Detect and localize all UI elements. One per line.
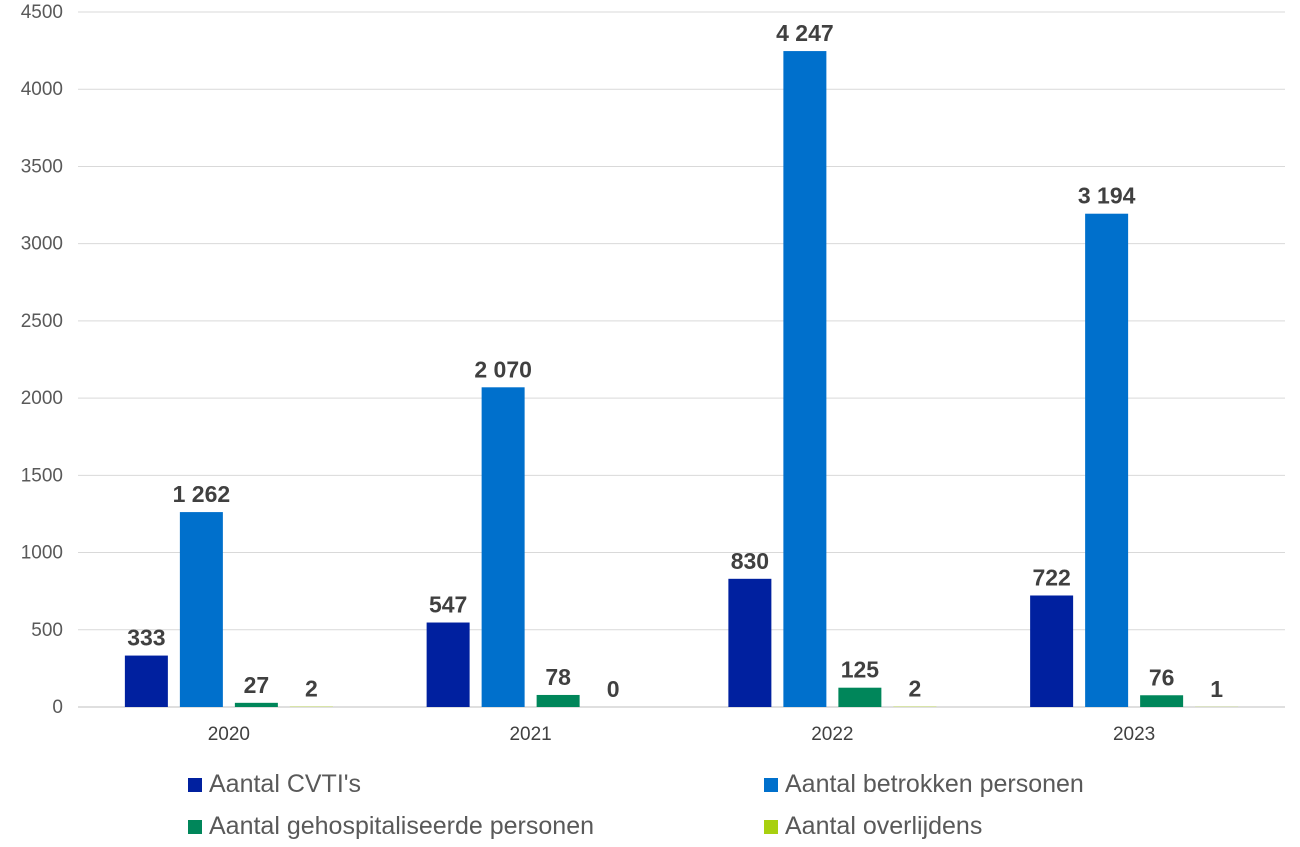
legend-swatch xyxy=(764,777,778,792)
data-label: 1 262 xyxy=(173,481,231,507)
data-label: 2 xyxy=(908,676,921,702)
bar xyxy=(1030,595,1074,707)
data-labels: 333 1 262 27 2 547 2 070 78 0 830 4 247 125 2 722 3 1… xyxy=(127,20,1223,702)
data-label: 76 xyxy=(1149,664,1175,690)
bar xyxy=(179,512,223,707)
bar xyxy=(536,694,580,707)
y-tick-label: 1500 xyxy=(21,465,63,486)
bar xyxy=(838,687,882,707)
data-label: 2 070 xyxy=(474,356,532,382)
y-tick-label: 1000 xyxy=(21,543,63,564)
bar-chart: 0 500 1000 1500 2000 2500 3000 3500 4000 4500 333… xyxy=(21,2,1285,745)
y-tick-label: 3000 xyxy=(21,234,63,255)
x-axis-ticks: 2020 2021 2022 2023 xyxy=(208,724,1156,745)
y-tick-label: 2000 xyxy=(21,388,63,409)
data-label: 722 xyxy=(1032,564,1070,590)
data-label: 3 194 xyxy=(1078,183,1136,209)
data-label: 125 xyxy=(841,657,880,683)
bar xyxy=(728,578,772,707)
bar xyxy=(1140,695,1184,707)
data-label: 547 xyxy=(429,592,467,618)
y-tick-label: 4000 xyxy=(21,79,63,100)
x-tick-label: 2022 xyxy=(811,724,853,745)
data-label: 1 xyxy=(1210,676,1223,702)
legend-swatch xyxy=(188,777,202,792)
data-label: 0 xyxy=(607,676,620,702)
data-label: 333 xyxy=(127,625,165,651)
legend-item-cvti: Aantal CVTI's xyxy=(188,770,361,799)
bar xyxy=(426,622,470,707)
x-tick-label: 2023 xyxy=(1113,724,1155,745)
y-tick-label: 3500 xyxy=(21,156,63,177)
bar xyxy=(481,387,525,707)
data-label: 2 xyxy=(305,676,318,702)
y-tick-label: 4500 xyxy=(21,2,63,23)
data-label: 830 xyxy=(731,548,769,574)
data-label: 78 xyxy=(545,664,571,690)
bar xyxy=(234,702,278,707)
legend-item-betrokken: Aantal betrokken personen xyxy=(764,770,1084,799)
legend-label: Aantal betrokken personen xyxy=(785,770,1084,798)
x-tick-label: 2020 xyxy=(208,724,250,745)
y-axis-ticks: 0 500 1000 1500 2000 2500 3000 3500 4000 4500 xyxy=(21,2,63,718)
data-label: 4 247 xyxy=(776,20,834,46)
gridlines xyxy=(78,11,1285,708)
y-tick-label: 2500 xyxy=(21,311,63,332)
legend-item-gehospitaliseerd: Aantal gehospitaliseerde personen xyxy=(188,812,594,841)
legend-swatch xyxy=(188,819,202,834)
legend-label: Aantal gehospitaliseerde personen xyxy=(209,812,594,840)
legend-label: Aantal CVTI's xyxy=(209,770,362,798)
bar xyxy=(1085,213,1129,707)
bar xyxy=(783,51,827,707)
legend-item-overlijdens: Aantal overlijdens xyxy=(764,812,982,841)
legend-swatch xyxy=(764,819,778,834)
bar xyxy=(124,655,168,707)
bars xyxy=(124,51,1239,707)
x-tick-label: 2021 xyxy=(509,724,551,745)
legend-label: Aantal overlijdens xyxy=(785,812,983,840)
data-label: 27 xyxy=(244,672,270,698)
y-tick-label: 500 xyxy=(31,620,63,641)
y-tick-label: 0 xyxy=(52,697,63,718)
